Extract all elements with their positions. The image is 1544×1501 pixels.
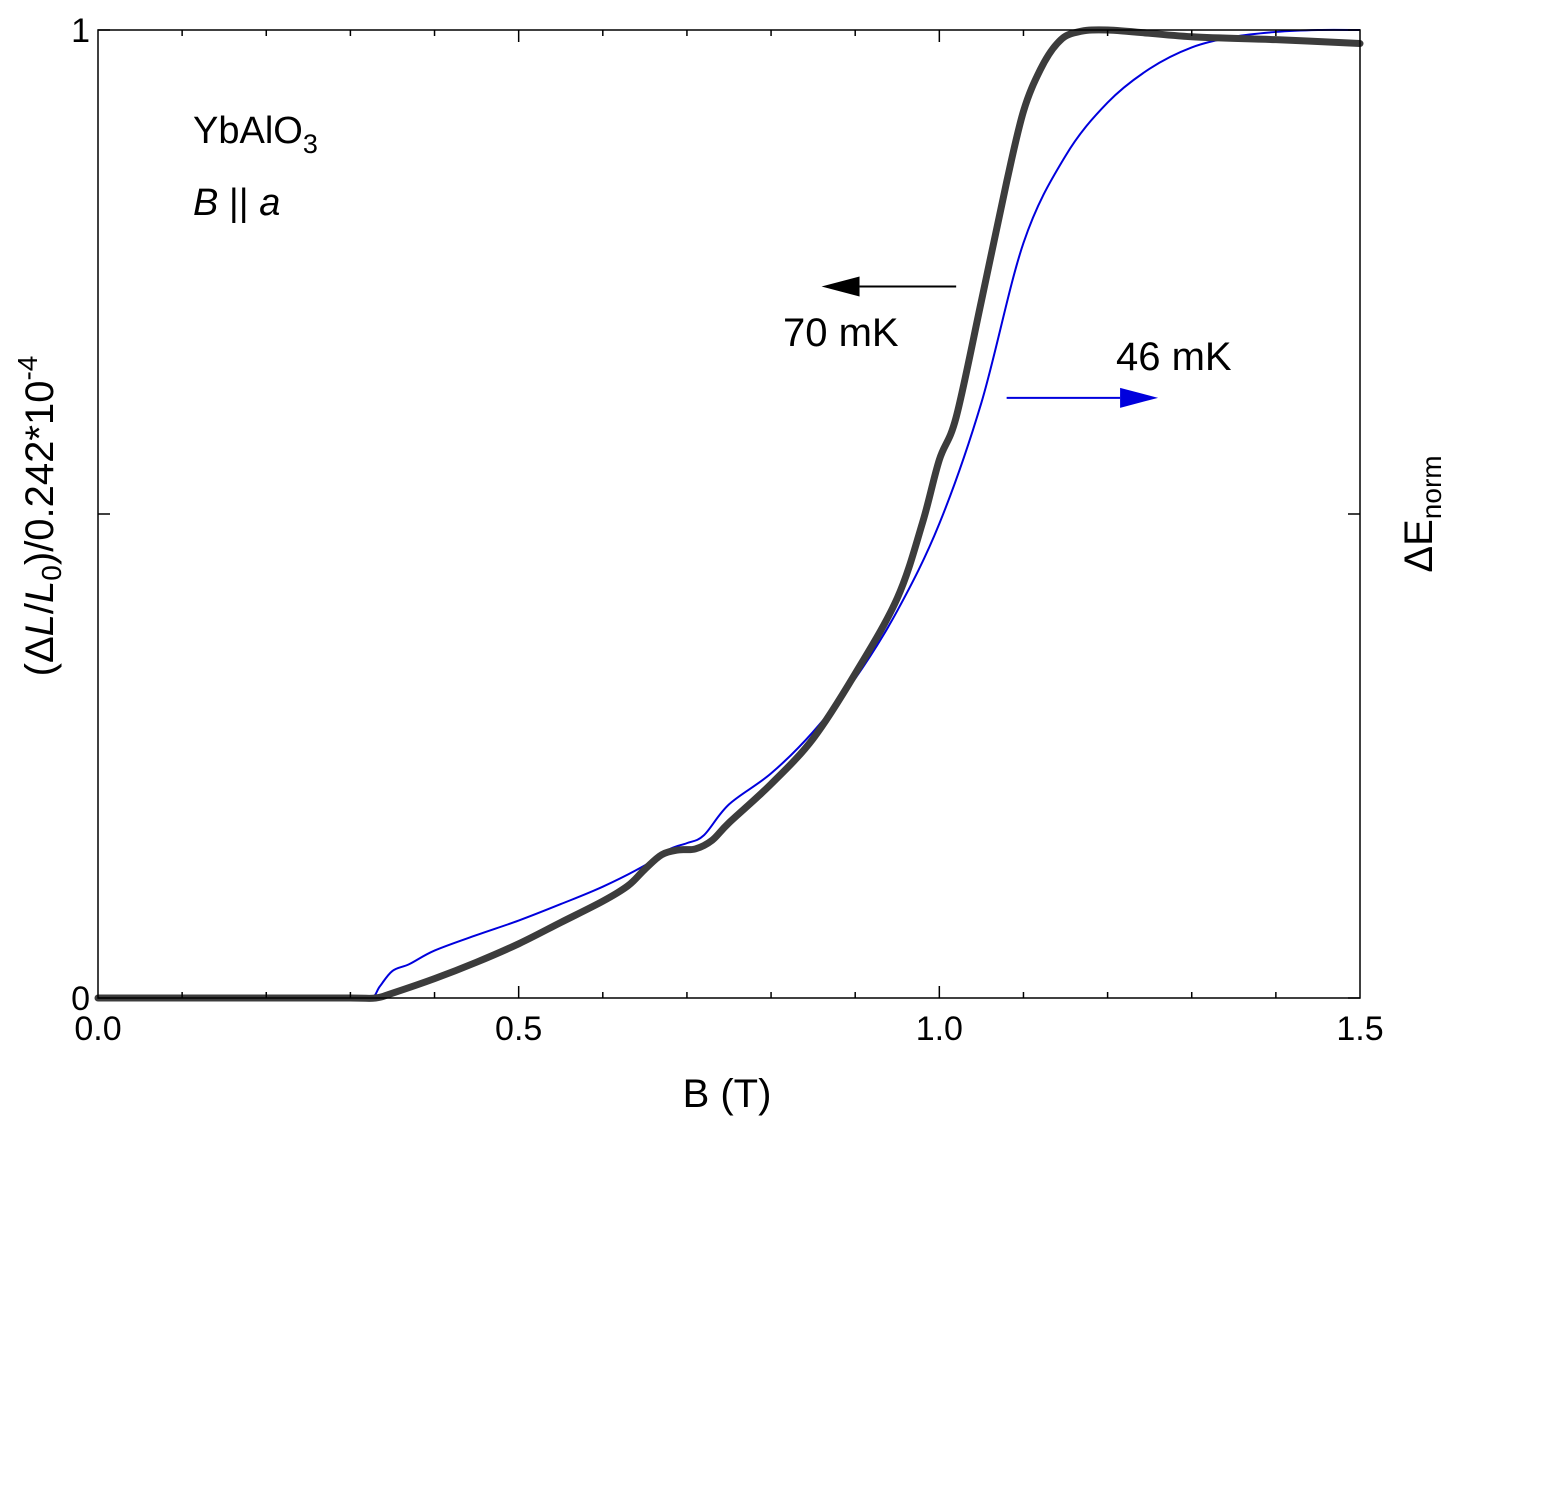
y-axis-label-open: (Δ xyxy=(18,636,62,676)
x-tick-label: 1.5 xyxy=(1336,1010,1383,1048)
x-tick-label: 0.5 xyxy=(495,1010,542,1048)
orientation-b: B xyxy=(193,182,218,224)
series-46mk-line xyxy=(98,28,1361,1000)
y2-axis-label-main: ΔE xyxy=(1397,519,1441,572)
y-tick-label: 1 xyxy=(71,12,90,50)
y-axis-label: (ΔL/L0)/0.242*10-4 xyxy=(12,356,67,677)
y-axis-label-sup: -4 xyxy=(12,356,43,381)
plot-frame xyxy=(97,29,1361,999)
x-tick-label: 1.0 xyxy=(916,1010,963,1048)
y-axis-label-l1: L xyxy=(18,614,62,636)
arrow-left-axis-head xyxy=(821,276,860,297)
arrow-left-axis xyxy=(821,276,957,297)
series-label-70mk: 70 mK xyxy=(783,311,899,355)
compound-label: YbAlO3 xyxy=(193,110,318,159)
plot-area xyxy=(94,26,1364,1002)
x-tick-label: 0.0 xyxy=(74,1010,121,1048)
arrow-right-axis-head xyxy=(1120,387,1159,408)
y2-axis-label-sub: norm xyxy=(1416,455,1447,519)
orientation-a: a xyxy=(259,182,280,224)
y-axis-label-sub: 0 xyxy=(36,565,67,581)
compound-label-main: YbAlO xyxy=(193,110,303,152)
series-label-46mk: 46 mK xyxy=(1116,335,1232,379)
arrow-right-axis xyxy=(1006,387,1159,408)
axes: 0.0 0.5 1.0 1.5 0 1 xyxy=(71,12,1384,1048)
y-tick-label: 0 xyxy=(71,980,90,1018)
compound-label-sub: 3 xyxy=(303,129,318,159)
orientation-mid: || xyxy=(218,182,259,224)
y2-axis-label: ΔEnorm xyxy=(1397,455,1447,572)
x-axis-label: B (T) xyxy=(683,1072,772,1116)
y-axis-label-l2: L xyxy=(18,581,62,603)
orientation-label: B || a xyxy=(193,182,280,224)
y-axis-label-rest: )/0.242*10 xyxy=(18,381,62,566)
y-axis-label-slash: / xyxy=(18,602,62,614)
series-70mk-line xyxy=(94,26,1364,1002)
labels: B (T) (ΔL/L0)/0.242*10-4 ΔEnorm YbAlO3 B… xyxy=(12,110,1447,1116)
